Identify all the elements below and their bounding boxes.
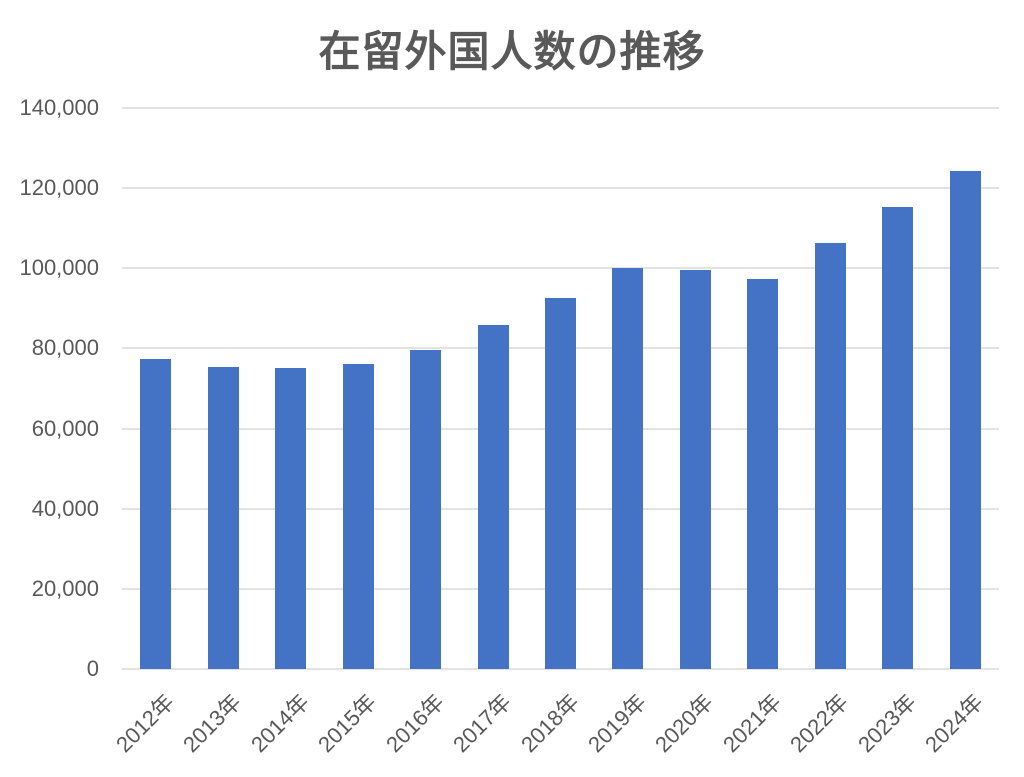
y-tick-label-80000: 80,000 xyxy=(31,335,99,361)
bar-2017 xyxy=(477,325,509,669)
y-tick-label-140000: 140,000 xyxy=(19,95,99,120)
y-tick-label-60000: 60,000 xyxy=(31,415,99,441)
bar-2018 xyxy=(545,298,576,669)
bar-2020 xyxy=(679,269,711,669)
gridline-0 xyxy=(122,668,999,670)
bar-2016 xyxy=(410,350,442,669)
y-tick-label-0: 0 xyxy=(86,656,99,681)
bar-2022 xyxy=(814,242,846,669)
chart-title: 在留外国人数の推移 xyxy=(318,28,706,75)
x-tick-label-2024: 2024年 xyxy=(920,689,989,758)
y-tick-label-40000: 40,000 xyxy=(31,495,99,521)
x-tick-label-2023: 2023年 xyxy=(852,689,921,758)
x-tick-label-2016: 2016年 xyxy=(380,689,449,758)
x-tick-label-2013: 2013年 xyxy=(178,689,247,758)
bar-2012 xyxy=(140,359,172,669)
bar-2013 xyxy=(207,366,239,669)
x-tick-label-2021: 2021年 xyxy=(718,689,786,758)
bar-2015 xyxy=(342,364,374,669)
y-tick-label-20000: 20,000 xyxy=(31,575,99,601)
x-tick-label-2019: 2019年 xyxy=(583,689,651,758)
bar-2021 xyxy=(747,279,779,669)
x-tick-label-2020: 2020年 xyxy=(650,689,719,758)
x-tick-label-2012: 2012年 xyxy=(110,689,179,758)
y-tick-label-120000: 120,000 xyxy=(19,175,99,201)
x-tick-label-2022: 2022年 xyxy=(785,689,854,758)
y-tick-label-100000: 100,000 xyxy=(19,255,99,281)
bar-2019 xyxy=(612,267,644,669)
bar-2014 xyxy=(275,368,307,669)
gridline-100000 xyxy=(122,267,999,270)
x-tick-label-2014: 2014年 xyxy=(245,689,314,758)
x-tick-label-2017: 2017年 xyxy=(448,689,517,758)
x-tick-label-2015: 2015年 xyxy=(313,689,382,758)
gridline-140000 xyxy=(122,107,999,109)
gridline-120000 xyxy=(122,187,999,190)
bar-2023 xyxy=(882,206,914,669)
bar-2024 xyxy=(949,170,981,669)
x-tick-label-2018: 2018年 xyxy=(515,689,584,758)
